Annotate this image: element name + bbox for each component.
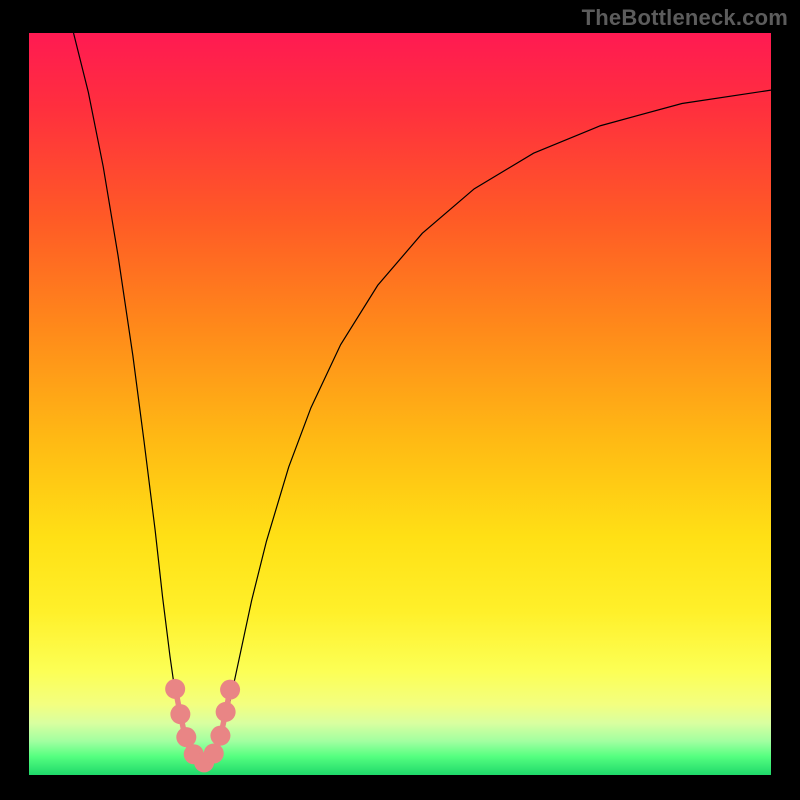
chart-svg [29, 33, 771, 775]
valley-marker [165, 679, 185, 699]
valley-marker [216, 702, 236, 722]
valley-marker [176, 727, 196, 747]
plot-area [29, 33, 771, 775]
watermark-text: TheBottleneck.com [582, 5, 788, 31]
valley-marker [204, 743, 224, 763]
gradient-background [29, 33, 771, 775]
valley-marker [220, 680, 240, 700]
valley-marker [170, 704, 190, 724]
chart-container: TheBottleneck.com [0, 0, 800, 800]
valley-marker [210, 726, 230, 746]
